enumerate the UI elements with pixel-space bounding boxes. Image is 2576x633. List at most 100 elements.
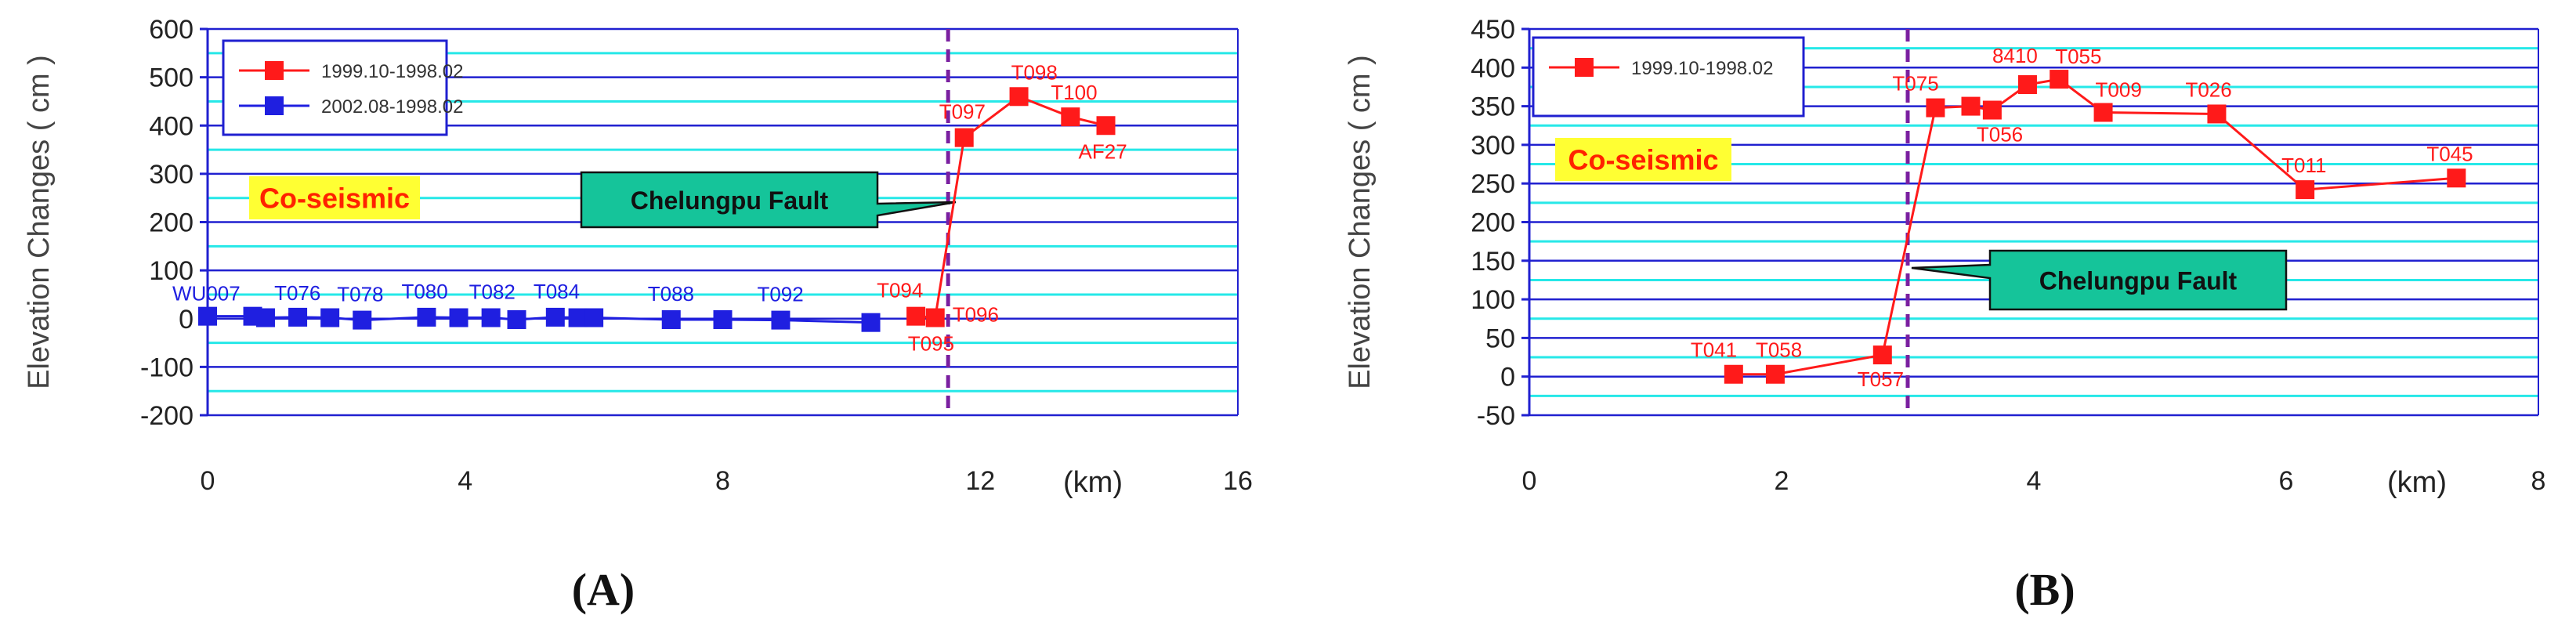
y-tick-label: 300: [149, 160, 194, 190]
data-point-label: T045: [2426, 142, 2473, 165]
panel-caption: (A): [572, 564, 635, 615]
legend-marker: [265, 96, 284, 115]
data-point-marker: [1061, 107, 1080, 127]
data-point-marker: [925, 308, 945, 327]
data-point-label: T011: [2281, 154, 2326, 177]
data-point-label: T056: [1977, 123, 2023, 146]
panel-caption: (B): [2014, 564, 2075, 615]
data-point-marker: [449, 308, 469, 327]
y-tick-label: 0: [179, 305, 194, 335]
y-tick-label: 0: [1500, 363, 1515, 392]
x-tick-label: 8: [2531, 466, 2546, 496]
data-point-marker: [1926, 98, 1945, 118]
data-point-label: AF27: [1079, 139, 1127, 163]
coseismic-highlight: [1555, 138, 1731, 181]
data-point-label: T058: [1756, 338, 1802, 362]
fault-label: Chelungpu Fault: [2039, 267, 2238, 295]
y-tick-label: 250: [1471, 169, 1515, 199]
data-point-label: T082: [469, 280, 516, 304]
data-point-marker: [2207, 104, 2227, 124]
y-tick-label: 50: [1485, 324, 1515, 353]
y-axis-title: Elevation Changes ( cm ): [1344, 55, 1377, 389]
fault-label: Chelungpu Fault: [631, 186, 829, 215]
data-point-label: T097: [939, 100, 986, 124]
y-tick-label: -100: [140, 353, 194, 382]
legend-marker: [1575, 58, 1594, 77]
data-point-marker: [2017, 74, 2037, 94]
x-tick-label: 8: [715, 466, 730, 496]
data-point-marker: [353, 310, 372, 330]
legend-entry: 2002.08-1998.02: [321, 96, 464, 118]
data-point-marker: [320, 308, 340, 327]
y-tick-label: 200: [149, 208, 194, 238]
y-tick-label: 400: [1471, 53, 1515, 83]
data-point-label: T088: [648, 282, 694, 306]
y-tick-label: 600: [149, 15, 194, 45]
data-point-marker: [1961, 96, 1981, 116]
data-point-marker: [906, 306, 926, 326]
data-point-marker: [1724, 364, 1743, 384]
data-point-label: T092: [757, 283, 803, 306]
y-tick-label: -50: [1477, 401, 1515, 431]
fault-callout-box: [1911, 249, 2288, 311]
y-axis-title: Elevation Changes ( cm ): [23, 55, 56, 389]
data-point-label: T026: [2185, 78, 2231, 101]
data-point-marker: [2296, 180, 2315, 200]
coseismic-label: Co-seismic: [259, 183, 410, 215]
data-point-label: WU007: [172, 282, 241, 306]
data-point-label: 8410: [1992, 44, 2038, 67]
data-point-marker: [2447, 168, 2466, 188]
x-tick-label: 4: [2027, 466, 2042, 496]
coseismic-highlight: [249, 176, 420, 219]
legend-entry: 1999.10-1998.02: [321, 61, 464, 82]
x-tick-label: 2: [1775, 466, 1789, 496]
data-point-label: T096: [953, 303, 999, 327]
data-point-marker: [1009, 87, 1029, 107]
data-point-marker: [661, 309, 681, 329]
chart-panel-b: -50 0 50 100 150 200 250 300 350 400 450 0 2 4 6 8 (km) E…: [1344, 15, 2545, 615]
data-point-label: T078: [337, 283, 383, 306]
y-tick-label: 150: [1471, 247, 1515, 277]
data-point-label: T009: [2096, 78, 2142, 101]
x-unit-label: (km): [1063, 466, 1123, 499]
x-tick-label: 16: [1223, 466, 1253, 496]
y-tick-label: 400: [149, 111, 194, 141]
legend-marker: [265, 61, 284, 80]
data-point-marker: [713, 309, 733, 329]
x-tick-label: 12: [965, 466, 995, 496]
x-tick-label: 0: [201, 466, 215, 496]
data-point-marker: [1872, 345, 1892, 365]
data-point-label: T057: [1858, 367, 1904, 391]
chart-panel-a: -200 -100 0 100 200 300 400 500 600 0 4 8 12 16 (km) El…: [23, 15, 1253, 615]
data-point-marker: [1982, 100, 2002, 120]
y-tick-label: 100: [1471, 285, 1515, 315]
data-point-marker: [584, 308, 604, 327]
data-point-label: T100: [1051, 81, 1097, 104]
legend-box: [222, 39, 448, 136]
y-tick-label: 350: [1471, 92, 1515, 122]
data-point-marker: [771, 310, 791, 330]
data-point-marker: [545, 307, 565, 327]
data-point-marker: [2050, 70, 2069, 89]
y-tick-label: 100: [149, 256, 194, 286]
data-point-label: T094: [877, 279, 923, 302]
series-line: [1733, 78, 2457, 376]
data-point-label: T080: [401, 280, 447, 303]
x-tick-label: 4: [458, 466, 472, 496]
y-tick-label: 300: [1471, 131, 1515, 161]
x-unit-label: (km): [2387, 466, 2447, 499]
y-tick-label: 500: [149, 63, 194, 93]
data-point-label: T084: [534, 280, 580, 303]
data-point-label: T095: [908, 332, 954, 356]
data-point-label: T075: [1892, 72, 1938, 96]
data-point-label: T098: [1011, 60, 1058, 84]
data-point-marker: [1765, 364, 1785, 384]
data-point-marker: [198, 306, 217, 326]
fault-callout-box: [580, 171, 957, 229]
x-tick-label: 0: [1522, 466, 1537, 496]
data-point-marker: [2093, 103, 2113, 122]
data-point-label: T041: [1691, 338, 1737, 362]
data-point-marker: [255, 308, 275, 327]
data-point-marker: [954, 128, 974, 147]
